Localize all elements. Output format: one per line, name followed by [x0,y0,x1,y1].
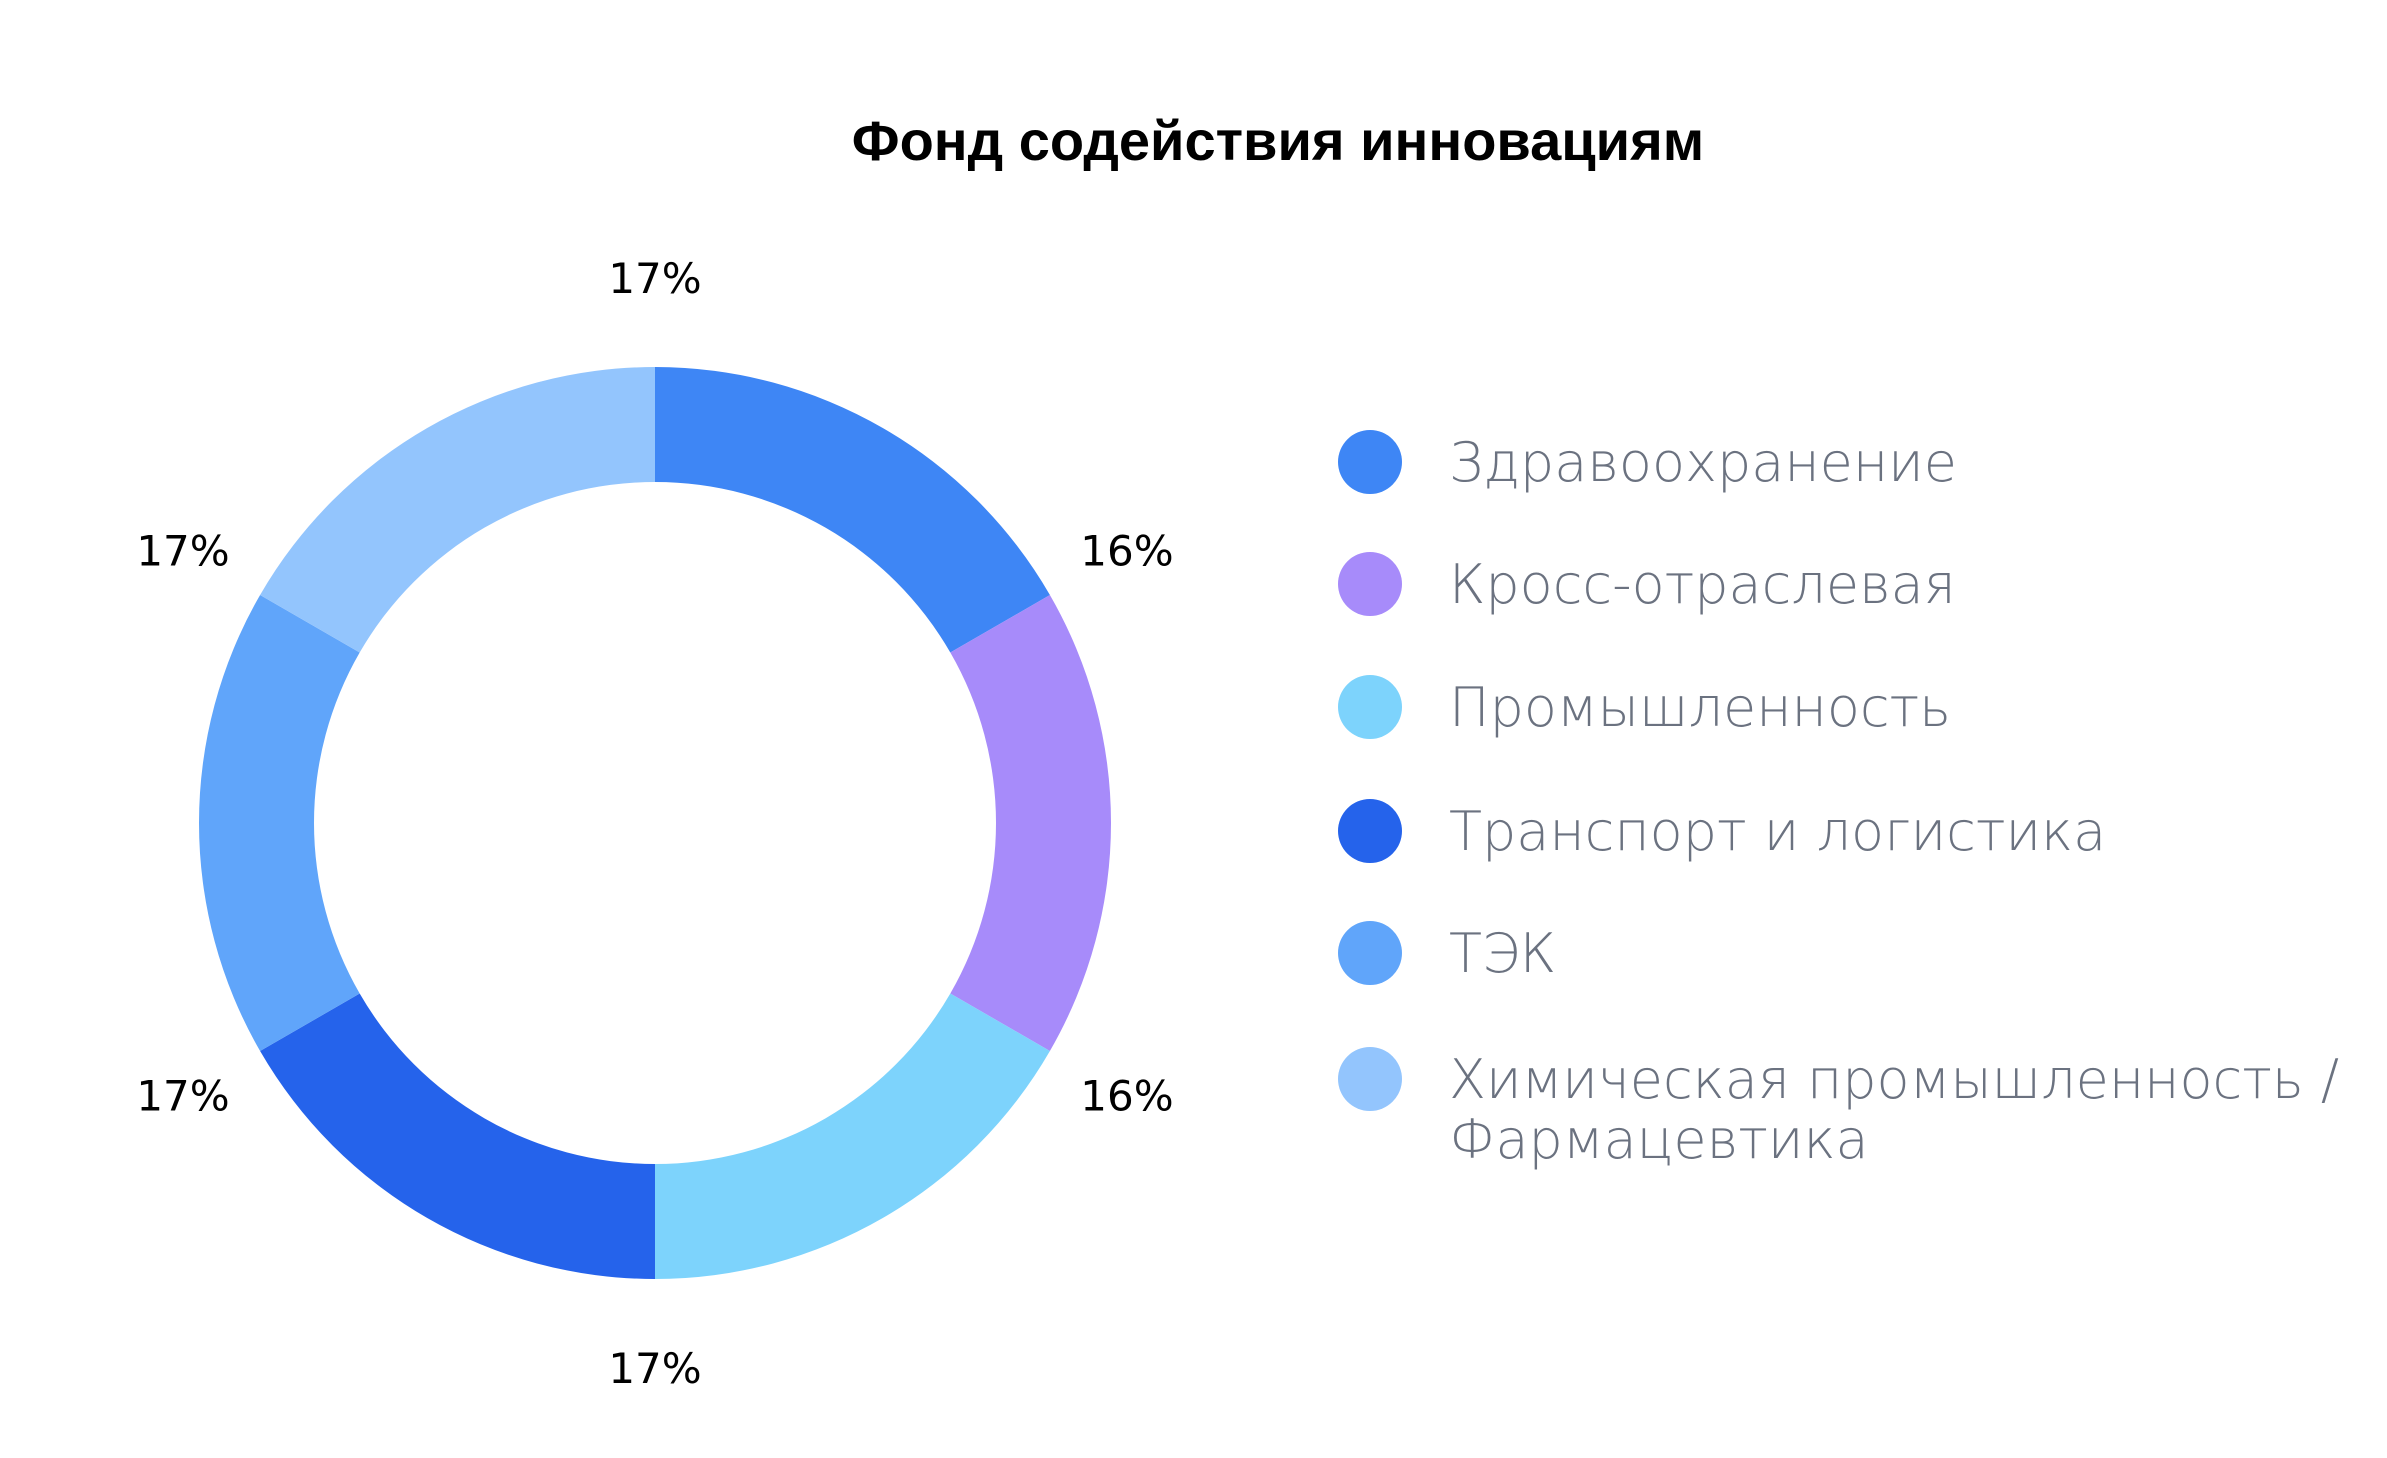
donut-slice [198,595,360,1051]
data-label: 17% [608,254,701,303]
legend-marker [1338,921,1402,985]
data-label: 17% [136,527,229,576]
legend-label: Здравоохранение [1449,431,1957,494]
data-label: 16% [1080,527,1173,576]
donut-slice [260,993,655,1279]
legend-item: ТЭК [1338,921,1556,985]
legend-item: Здравоохранение [1338,430,1957,494]
legend-label: Кросс-отраслевая [1449,553,1956,616]
legend-marker [1338,675,1402,739]
legend-item: Кросс-отраслевая [1338,552,1956,616]
legend-label: Химическая промышленность / [1449,1048,2339,1111]
legend-marker [1338,799,1402,863]
data-label: 16% [1080,1072,1173,1121]
legend-label: Транспорт и логистика [1449,800,2106,863]
legend-label: ТЭК [1449,922,1556,985]
legend-item: Промышленность [1338,675,1951,739]
data-label: 17% [136,1072,229,1121]
legend-marker [1338,552,1402,616]
data-label: 17% [608,1344,701,1393]
legend-item: Химическая промышленность /Фармацевтика [1338,1047,2339,1171]
legend-label: Фармацевтика [1449,1108,1869,1171]
legend-marker [1338,1047,1402,1111]
donut-slice [950,595,1111,1051]
donut-slice [655,367,1050,653]
legend-item: Транспорт и логистика [1338,799,2106,863]
legend-marker [1338,430,1402,494]
legend-label: Промышленность [1449,676,1951,739]
chart-title: Фонд содействия инновациям [851,109,1705,172]
donut-slice [655,993,1050,1279]
donut-slice [260,367,655,653]
